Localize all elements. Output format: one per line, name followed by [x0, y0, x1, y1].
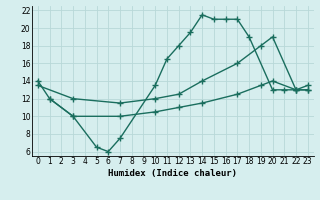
X-axis label: Humidex (Indice chaleur): Humidex (Indice chaleur): [108, 169, 237, 178]
